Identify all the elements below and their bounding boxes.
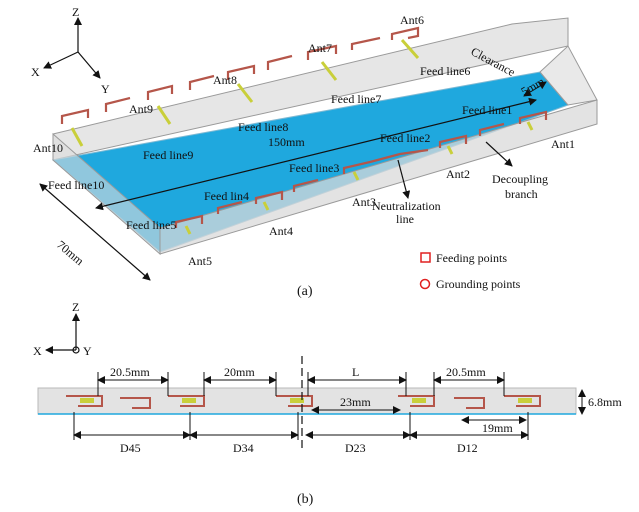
panel-a: Z X Y <box>31 5 598 299</box>
ant9-label: Ant9 <box>129 102 153 116</box>
feed-line9-label: Feed line9 <box>143 148 193 162</box>
caption-a: (a) <box>297 284 313 299</box>
axis-z-label: Z <box>72 5 79 19</box>
neutralization-label-2: line <box>396 212 414 226</box>
width-dimension <box>39 183 151 281</box>
feed-line3-label: Feed line3 <box>289 161 339 175</box>
decoupling-label-1: Decoupling <box>492 172 548 186</box>
decoupling-arrow <box>485 141 513 167</box>
ant3-label: Ant3 <box>352 195 376 209</box>
d45-label: D45 <box>120 441 141 455</box>
d12-label: D12 <box>457 441 478 455</box>
grounding-point-legend-marker <box>419 278 431 290</box>
axis-x-label-b: X <box>33 344 42 358</box>
axis-y-label: Y <box>101 82 110 96</box>
l-label: L <box>352 365 359 379</box>
ant5-label: Ant5 <box>188 254 212 268</box>
side-antennas <box>66 395 541 409</box>
feed-line7-label: Feed line7 <box>331 92 381 106</box>
ant8-label: Ant8 <box>213 73 237 87</box>
axis-z-label-b: Z <box>72 300 79 314</box>
feeding-points-label: Feeding points <box>436 251 507 265</box>
length-dimension <box>95 97 537 211</box>
ant2-label: Ant2 <box>446 167 470 181</box>
ant10-label: Ant10 <box>33 141 63 155</box>
feed-line10-label: Feed line10 <box>48 178 104 192</box>
gap-mid-label: 20mm <box>224 365 255 379</box>
axis-y-label-b: Y <box>83 344 92 358</box>
length-label: 150mm <box>268 135 305 149</box>
d12-inner-label: 19mm <box>482 421 513 435</box>
feed-line8-label: Feed line8 <box>238 120 288 134</box>
panel-b: Z X Y <box>33 300 622 507</box>
axis-triad-b <box>45 313 80 354</box>
grounding-points-label: Grounding points <box>436 277 521 291</box>
width-label: 70mm <box>54 238 87 269</box>
gap-right-label: 20.5mm <box>446 365 486 379</box>
axis-x-label: X <box>31 65 40 79</box>
ant1-label: Ant1 <box>551 137 575 151</box>
d34-label: D34 <box>233 441 254 455</box>
ant4-label: Ant4 <box>269 224 293 238</box>
ant7-label: Ant7 <box>308 41 332 55</box>
five-mm-dimension <box>523 81 547 97</box>
side-view-strip <box>37 387 577 415</box>
decoupling-label-2: branch <box>505 187 538 201</box>
d23-label: D23 <box>345 441 366 455</box>
ant6-label: Ant6 <box>400 13 424 27</box>
feeding-point-legend-marker <box>420 252 431 263</box>
feed-line5-label: Feed line5 <box>126 218 176 232</box>
neutralization-arrow <box>397 159 411 199</box>
side-feed-blocks <box>80 398 532 403</box>
feed-line2-label: Feed line2 <box>380 131 430 145</box>
feed-line4-label: Feed lin4 <box>204 189 249 203</box>
caption-b: (b) <box>297 492 314 507</box>
d23-inner-label: 23mm <box>340 395 371 409</box>
feed-line6-label: Feed line6 <box>420 64 470 78</box>
gap-left-label: 20.5mm <box>110 365 150 379</box>
height-label: 6.8mm <box>588 395 622 409</box>
axis-triad-a <box>43 17 101 79</box>
feed-line1-label: Feed line1 <box>462 103 512 117</box>
neutralization-label-1: Neutralization <box>372 199 441 213</box>
